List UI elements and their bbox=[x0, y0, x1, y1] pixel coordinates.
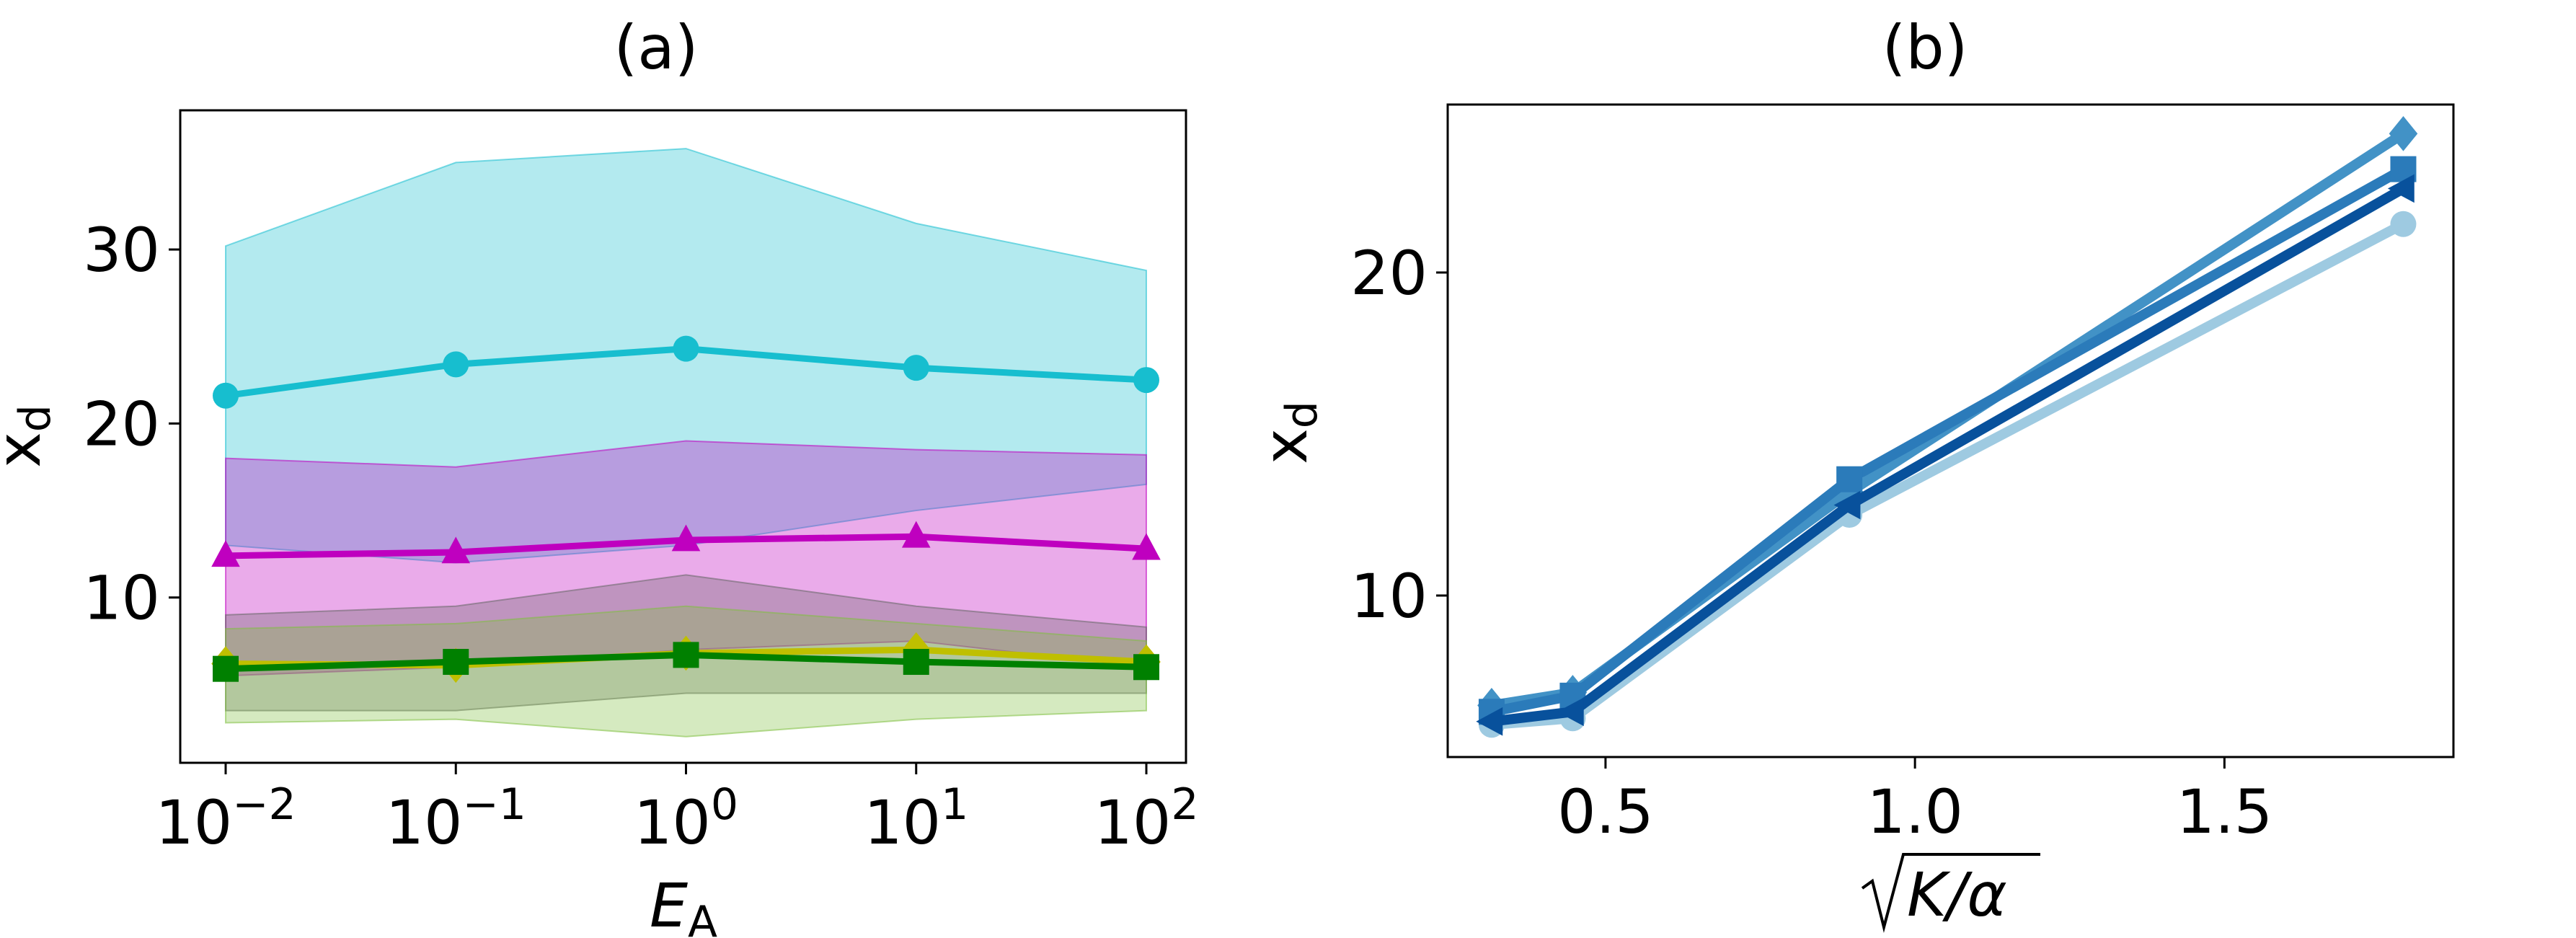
panel-a-x-ticks: 10−2 10−1 100 101 102 bbox=[155, 763, 1199, 858]
panel-a-ylabel: xd bbox=[0, 404, 61, 468]
panel-b-frame bbox=[1446, 103, 2455, 758]
point-series-4 bbox=[1133, 654, 1159, 681]
point-series-1 bbox=[213, 382, 239, 409]
sqrt-radical bbox=[1861, 853, 2040, 933]
panel-a-frame bbox=[179, 109, 1187, 764]
point-series-2 bbox=[901, 521, 931, 548]
point-series-4 bbox=[903, 649, 929, 676]
point-series-2 bbox=[211, 540, 240, 567]
panel-b-title: (b) bbox=[1882, 12, 1968, 83]
point-series-1 bbox=[1133, 367, 1159, 394]
point-series-4 bbox=[443, 649, 469, 676]
point-series-4 bbox=[1557, 697, 1584, 727]
line-series-4 bbox=[1491, 184, 2406, 727]
panel-a: (a) 10 20 30 10−2 10−1 100 101 102 EA xd bbox=[0, 12, 1199, 938]
point-series-4 bbox=[213, 655, 239, 682]
y-tick-label: 30 bbox=[83, 215, 160, 286]
x-tick-label: 10−1 bbox=[386, 779, 526, 858]
x-tick-label: 100 bbox=[634, 779, 738, 858]
point-series-1 bbox=[673, 335, 699, 362]
y-tick-label: 10 bbox=[1350, 561, 1428, 632]
point-series-1 bbox=[903, 355, 929, 381]
x-tick-label: 1.0 bbox=[1867, 776, 1963, 847]
point-series-4 bbox=[673, 642, 699, 668]
y-tick-label: 10 bbox=[83, 563, 160, 634]
panel-b-xlabel-text: K/α bbox=[1907, 859, 2007, 930]
line-series-3 bbox=[1490, 164, 2406, 717]
x-tick-label: 0.5 bbox=[1557, 776, 1654, 847]
x-tick-label: 1.5 bbox=[2177, 776, 2273, 847]
panel-a-xlabel: EA bbox=[650, 870, 717, 938]
point-series-2 bbox=[1132, 533, 1161, 560]
panel-b-ylabel: xd bbox=[1250, 401, 1327, 464]
point-series-4 bbox=[2387, 174, 2415, 203]
panel-b-lines bbox=[1476, 116, 2418, 738]
panel-b-xlabel: K/α bbox=[1861, 853, 2040, 933]
y-tick-label: 20 bbox=[1350, 238, 1428, 309]
panel-a-lines bbox=[211, 335, 1161, 683]
point-series-2 bbox=[2389, 116, 2418, 151]
point-series-2 bbox=[671, 524, 701, 552]
y-tick-label: 20 bbox=[83, 389, 160, 459]
point-series-2 bbox=[441, 536, 471, 564]
panel-b-y-ticks: 10 20 bbox=[1350, 238, 1448, 632]
point-series-3 bbox=[1836, 466, 1863, 492]
panel-b-x-ticks: 0.5 1.0 1.5 bbox=[1557, 757, 2272, 847]
panel-a-title: (a) bbox=[614, 12, 698, 83]
x-tick-label: 102 bbox=[1094, 779, 1198, 858]
panel-a-y-ticks: 10 20 30 bbox=[83, 215, 180, 634]
x-tick-label: 101 bbox=[864, 779, 968, 858]
point-series-4 bbox=[1476, 707, 1503, 736]
point-series-4 bbox=[1833, 490, 1861, 520]
x-tick-label: 10−2 bbox=[155, 779, 296, 858]
point-series-1 bbox=[2390, 211, 2417, 237]
panel-b: (b) 10 20 0.5 1.0 1.5 K/α xd bbox=[1250, 12, 2455, 933]
point-series-1 bbox=[443, 351, 469, 378]
